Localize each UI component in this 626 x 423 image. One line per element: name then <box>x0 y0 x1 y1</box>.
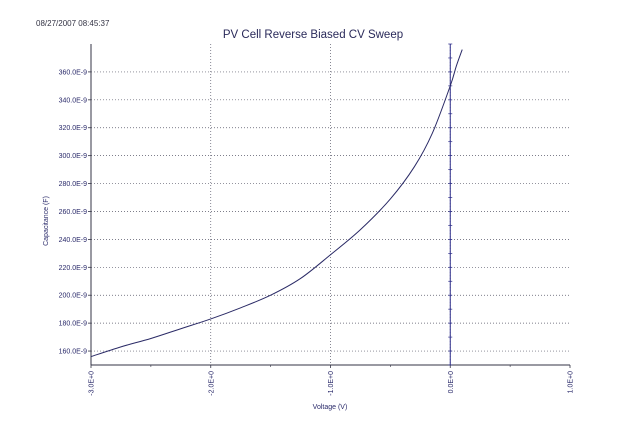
chart-title: PV Cell Reverse Biased CV Sweep <box>222 29 404 41</box>
y-tick-label: 160.0E-9 <box>59 349 88 356</box>
y-tick-label: 300.0E-9 <box>59 153 88 160</box>
grid <box>91 44 570 365</box>
x-tick-label: -2.0E+0 <box>208 371 215 396</box>
y-tick-label: 280.0E-9 <box>59 181 88 188</box>
y-tick-label: 340.0E-9 <box>59 97 88 104</box>
y-tick-label: 180.0E-9 <box>59 321 88 328</box>
y-tick-label: 200.0E-9 <box>59 293 88 300</box>
x-axis-label: Voltage (V) <box>313 404 348 411</box>
timestamp: 08/27/2007 08:45:37 <box>36 19 110 28</box>
x-tick-label: -3.0E+0 <box>89 371 96 396</box>
zero-voltage-line <box>448 43 453 366</box>
y-tick-label: 360.0E-9 <box>59 69 88 76</box>
y-tick-label: 260.0E-9 <box>59 209 88 216</box>
y-tick-label: 240.0E-9 <box>59 237 88 244</box>
cv-curve <box>90 49 463 358</box>
series-layer <box>90 49 463 358</box>
y-axis-ticks: 160.0E-9 180.0E-9 200.0E-9 220.0E-9 240.0E-9… <box>59 69 91 356</box>
x-tick-label: -1.0E+0 <box>328 371 335 396</box>
y-tick-label: 320.0E-9 <box>59 125 88 132</box>
x-tick-label: 1.0E+0 <box>568 371 575 393</box>
y-tick-label: 220.0E-9 <box>59 265 88 272</box>
y-axis-label: Capacitance (F) <box>43 196 50 246</box>
x-tick-label: 0.0E+0 <box>448 371 455 393</box>
x-axis-ticks: -3.0E+0 -2.0E+0 -1.0E+0 0.0E+0 1.0E+0 <box>89 365 575 396</box>
